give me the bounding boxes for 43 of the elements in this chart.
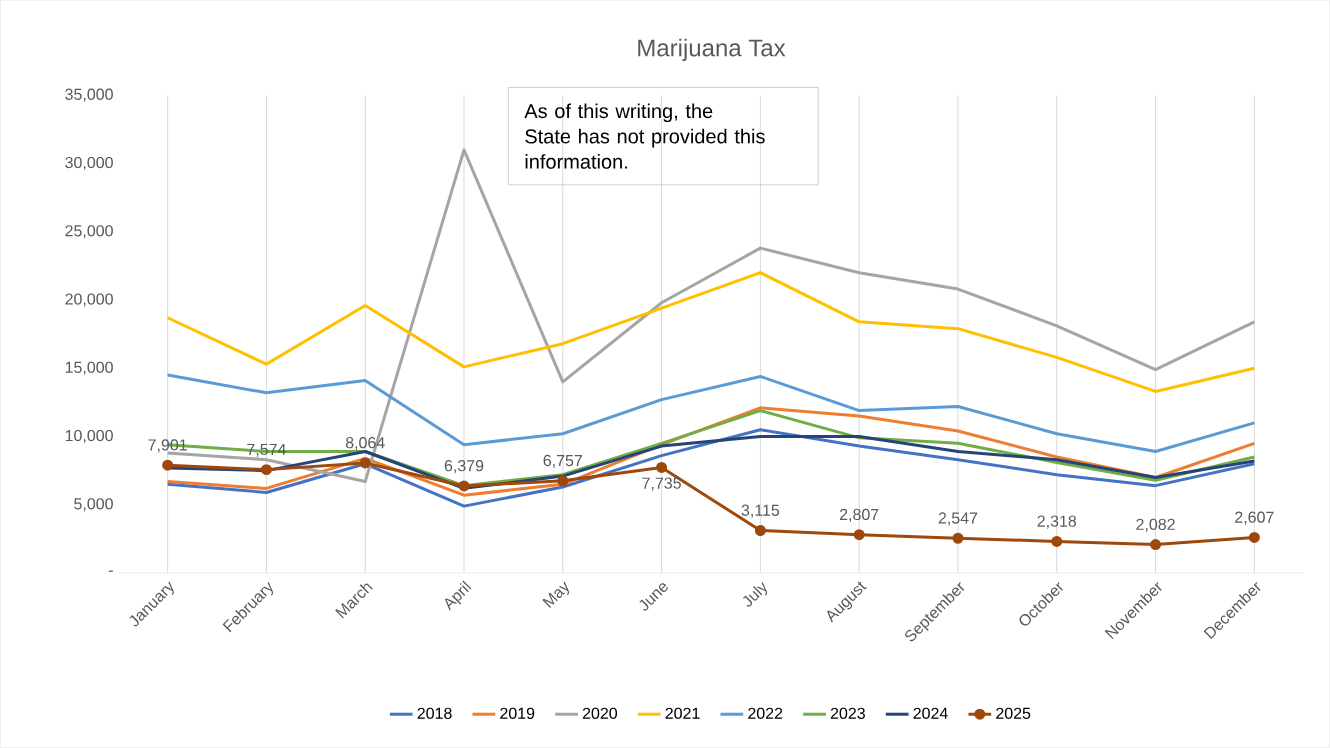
y-tick-label: - <box>108 570 113 572</box>
data-label: 7,901 <box>148 439 187 453</box>
data-label: 7,735 <box>642 477 681 491</box>
point <box>1051 535 1063 547</box>
point <box>458 480 470 492</box>
data-label: 2,082 <box>1136 518 1175 532</box>
y-tick-label: 15,000 <box>65 361 113 375</box>
y-tick-label: 25,000 <box>65 225 113 239</box>
point <box>1248 531 1260 543</box>
data-label: 2,547 <box>938 512 978 526</box>
legend-label: 2025 <box>996 707 1031 719</box>
data-label: 3,115 <box>741 504 780 518</box>
data-label: 6,757 <box>543 454 582 468</box>
point <box>1150 538 1162 550</box>
point <box>260 464 272 476</box>
legend-label: 2020 <box>582 707 618 719</box>
data-label: 2,807 <box>839 508 879 522</box>
data-label: 6,379 <box>444 459 484 474</box>
data-label: 2,607 <box>1235 511 1274 525</box>
y-tick-label: 30,000 <box>65 156 113 170</box>
y-tick-label: 35,000 <box>65 88 113 102</box>
x-tick-label: May <box>542 581 570 608</box>
point <box>162 459 174 471</box>
x-tick-label: July <box>742 581 768 607</box>
y-tick-label: 5,000 <box>74 498 113 512</box>
legend-label: 2022 <box>748 707 783 719</box>
y-tick-label: 20,000 <box>65 293 113 307</box>
legend-label: 2021 <box>665 707 700 719</box>
annotation: As of this writing, the State has not provided this information. <box>524 103 765 169</box>
legend-label: 2023 <box>830 707 865 719</box>
legend-label: 2024 <box>913 707 948 719</box>
point <box>557 475 569 487</box>
data-label: 8,064 <box>345 436 385 451</box>
point <box>754 524 766 536</box>
legend-label: 2018 <box>417 707 452 719</box>
data-label: 2,318 <box>1037 515 1077 529</box>
point <box>656 461 668 473</box>
point <box>952 532 964 544</box>
point <box>359 457 371 469</box>
legend-label: 2019 <box>500 707 535 719</box>
y-tick-label: 10,000 <box>65 429 113 444</box>
chart-title: Marijuana Tax <box>638 38 786 62</box>
point <box>853 529 865 541</box>
